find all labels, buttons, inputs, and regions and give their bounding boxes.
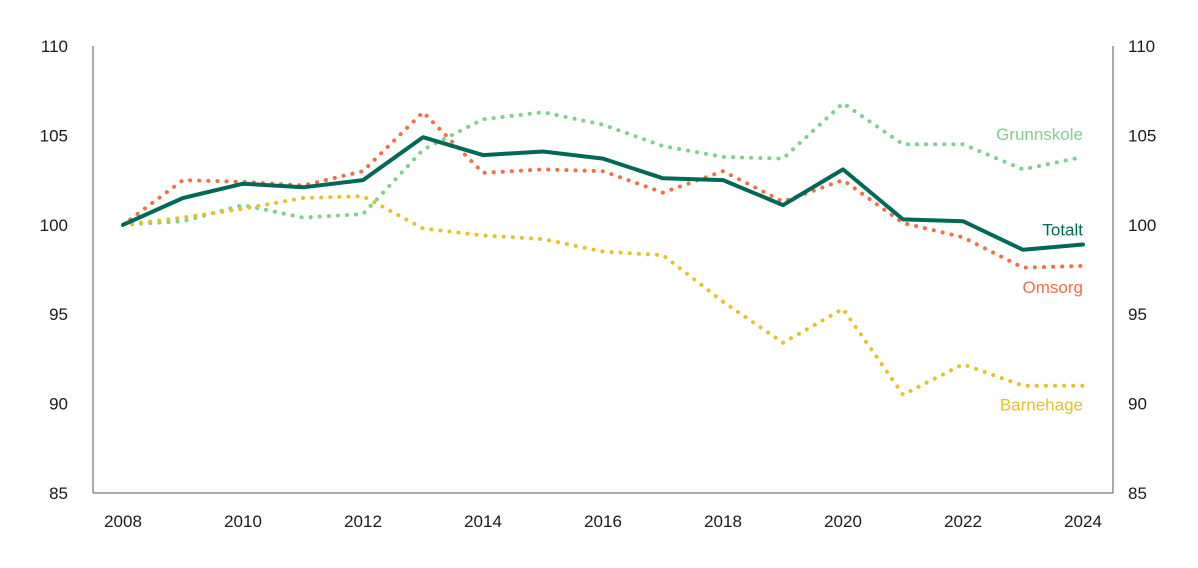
x-tick-labels: 2008 2010 2012 2014 2016 2018 2020 2022 2024 [104, 512, 1102, 531]
right-y-tick-label: 110 [1128, 37, 1155, 56]
axes [92, 46, 1114, 494]
right-y-tick-label: 95 [1128, 305, 1147, 324]
x-tick-label: 2016 [584, 512, 622, 531]
right-y-tick-label: 100 [1128, 216, 1156, 235]
left-y-tick-label: 90 [49, 395, 68, 414]
series-line-omsorg [121, 110, 1085, 270]
left-y-tick-label: 105 [40, 126, 68, 145]
x-tick-label: 2012 [344, 512, 382, 531]
series-label-barnehage: Barnehage [1000, 396, 1083, 415]
series-label-omsorg: Omsorg [1023, 278, 1083, 297]
right-y-tick-labels: 85 90 95 100 105 110 [1128, 37, 1156, 503]
x-tick-label: 2014 [464, 512, 502, 531]
left-y-tick-label: 85 [49, 484, 68, 503]
series-label-totalt: Totalt [1042, 220, 1083, 239]
left-y-tick-label: 100 [40, 216, 68, 235]
left-y-tick-labels: 85 90 95 100 105 110 [40, 37, 68, 503]
x-tick-label: 2020 [824, 512, 862, 531]
left-y-tick-label: 110 [41, 37, 68, 56]
x-tick-label: 2018 [704, 512, 742, 531]
left-y-tick-label: 95 [49, 305, 68, 324]
right-y-tick-label: 105 [1128, 126, 1156, 145]
x-tick-label: 2024 [1064, 512, 1102, 531]
x-tick-label: 2010 [224, 512, 262, 531]
series-line-totalt [121, 135, 1085, 252]
x-tick-label: 2022 [944, 512, 982, 531]
right-y-tick-label: 90 [1128, 395, 1147, 414]
series-label-grunnskole: Grunnskole [996, 125, 1083, 144]
series-labels: Totalt Grunnskole Omsorg Barnehage [996, 125, 1083, 415]
series-lines [121, 101, 1085, 397]
series-line-grunnskole [121, 101, 1085, 227]
series-line-barnehage [121, 194, 1085, 397]
x-tick-label: 2008 [104, 512, 142, 531]
right-y-tick-label: 85 [1128, 484, 1147, 503]
